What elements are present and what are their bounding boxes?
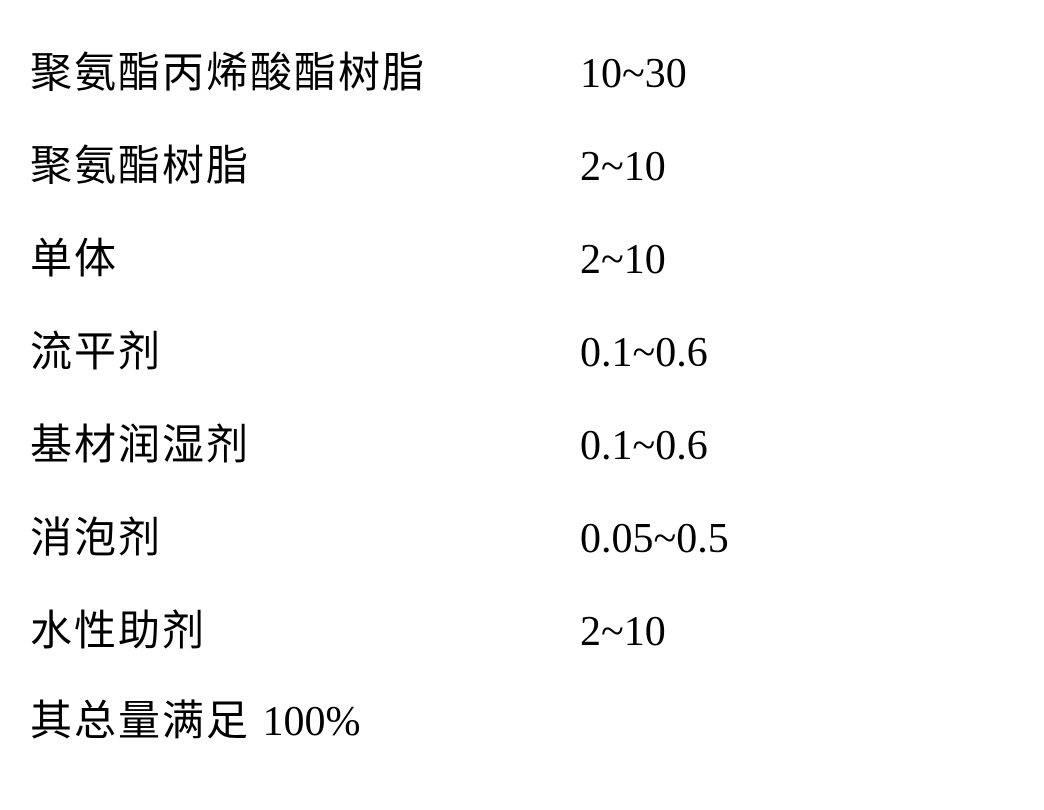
ingredient-label: 单体 (30, 214, 580, 307)
table-row: 流平剂 0.1~0.6 (30, 307, 1014, 400)
ingredient-range: 0.1~0.6 (580, 307, 708, 400)
total-note: 其总量满足 100% (30, 687, 1014, 748)
table-row: 聚氨酯树脂 2~10 (30, 121, 1014, 214)
ingredient-label: 消泡剂 (30, 493, 580, 586)
total-note-prefix: 其总量满足 (30, 699, 263, 745)
table-row: 基材润湿剂 0.1~0.6 (30, 400, 1014, 493)
ingredient-range: 10~30 (580, 28, 687, 121)
ingredient-label: 基材润湿剂 (30, 400, 580, 493)
ingredient-range: 0.05~0.5 (580, 493, 729, 586)
table-row: 单体 2~10 (30, 214, 1014, 307)
ingredient-range: 2~10 (580, 586, 666, 679)
total-note-value: 100% (263, 699, 361, 745)
ingredient-range: 0.1~0.6 (580, 400, 708, 493)
table-row: 聚氨酯丙烯酸酯树脂 10~30 (30, 28, 1014, 121)
ingredient-label: 聚氨酯树脂 (30, 121, 580, 214)
table-row: 水性助剂 2~10 (30, 586, 1014, 679)
ingredient-label: 聚氨酯丙烯酸酯树脂 (30, 28, 580, 121)
ingredient-range: 2~10 (580, 121, 666, 214)
composition-list: 聚氨酯丙烯酸酯树脂 10~30 聚氨酯树脂 2~10 单体 2~10 流平剂 0… (0, 0, 1044, 748)
ingredient-label: 流平剂 (30, 307, 580, 400)
ingredient-label: 水性助剂 (30, 586, 580, 679)
ingredient-range: 2~10 (580, 214, 666, 307)
table-row: 消泡剂 0.05~0.5 (30, 493, 1014, 586)
